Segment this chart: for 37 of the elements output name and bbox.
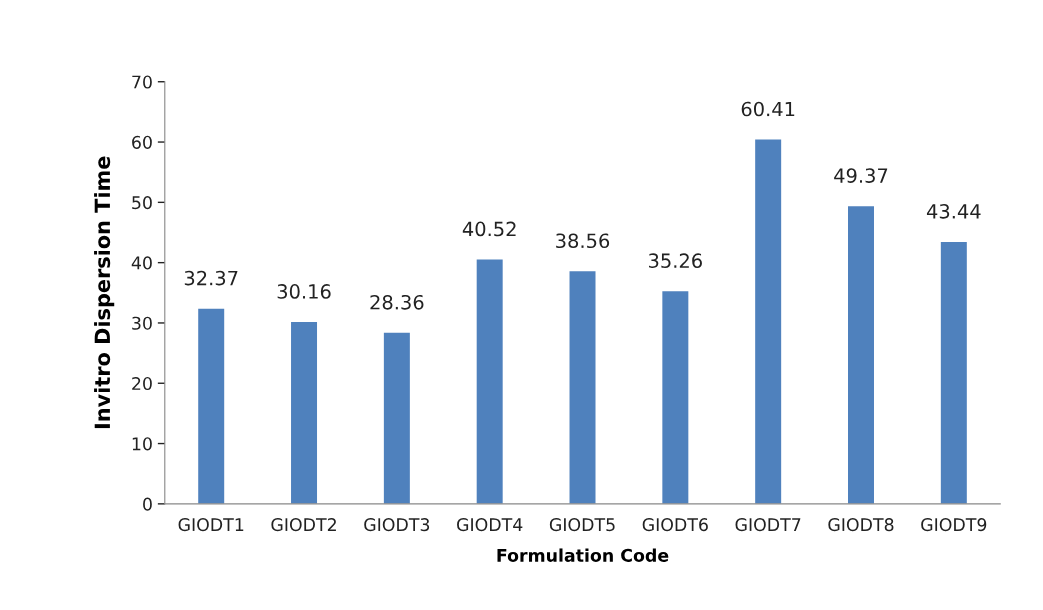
bar (755, 139, 782, 504)
y-tick-label: 40 (131, 256, 152, 270)
y-tick-label: 30 (132, 316, 152, 330)
y-tick-label: 70 (132, 75, 152, 89)
data-label: 30.16 (277, 284, 331, 299)
x-tick-label: GIODT2 (271, 518, 336, 532)
data-label: 43.44 (926, 203, 981, 219)
y-tick-label: 50 (132, 196, 152, 210)
x-tick-label: GIODT9 (921, 518, 987, 532)
bar (383, 332, 410, 504)
bar (198, 308, 225, 504)
x-tick-label: GIODT6 (642, 518, 708, 532)
bar (476, 259, 503, 504)
x-tick-label: GIODT7 (735, 518, 801, 532)
y-tick-label: 60 (132, 135, 152, 149)
data-label: 28.36 (370, 294, 424, 310)
x-tick-label: GIODT4 (457, 518, 523, 532)
y-axis-title: Invitro Dispersion Time (94, 156, 115, 429)
data-label: 49.37 (834, 168, 888, 183)
data-label: 40.52 (462, 221, 516, 237)
x-tick-label: GIODT1 (178, 518, 244, 532)
data-label: 60.41 (741, 101, 795, 117)
y-tick-label: 20 (132, 376, 152, 391)
data-label: 38.56 (556, 233, 610, 249)
x-tick-label: GIODT5 (549, 518, 615, 532)
data-label: 32.37 (184, 270, 238, 286)
bar (662, 291, 689, 504)
x-axis-title: Formulation Code (497, 548, 669, 562)
data-label: 35.26 (648, 253, 702, 269)
x-tick-label: GIODT3 (364, 518, 430, 532)
y-tick-label: 10 (132, 437, 152, 451)
bar (569, 271, 596, 504)
bar (940, 241, 967, 504)
x-tick-label: GIODT8 (828, 518, 894, 532)
bar (291, 321, 318, 504)
bar (848, 206, 874, 504)
y-tick-label: 0 (143, 497, 152, 511)
